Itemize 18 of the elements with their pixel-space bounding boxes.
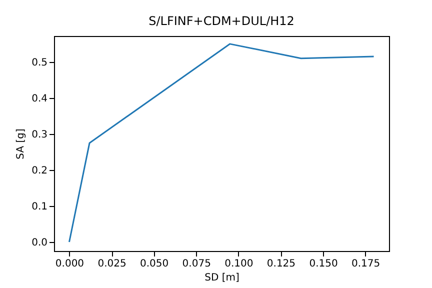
x-tick-label: 0.025: [98, 258, 126, 270]
y-tick-label: 0.5: [32, 57, 48, 68]
x-tick-label: 0.175: [351, 258, 380, 270]
y-tick-label: 0.3: [32, 129, 48, 140]
y-axis-title: SA [g]: [16, 128, 27, 160]
line-series: [68, 43, 375, 243]
x-tick-label: 0.075: [182, 258, 211, 270]
chart-title: S/LFINF+CDM+DUL/H12: [148, 14, 294, 28]
y-tick-label: 0.1: [32, 201, 48, 212]
x-tick-label: 0.100: [224, 258, 254, 270]
y-tick-label: 0.4: [32, 93, 48, 104]
x-axis-title: SD [m]: [204, 272, 240, 284]
x-tick-label: 0.125: [266, 258, 296, 270]
x-tick-label: 0.150: [309, 258, 338, 270]
x-tick-label: 0.050: [140, 258, 169, 270]
y-tick-label: 0.2: [32, 165, 48, 176]
y-tick-label: 0.0: [32, 237, 48, 248]
x-tick-label: 0.000: [55, 258, 84, 270]
